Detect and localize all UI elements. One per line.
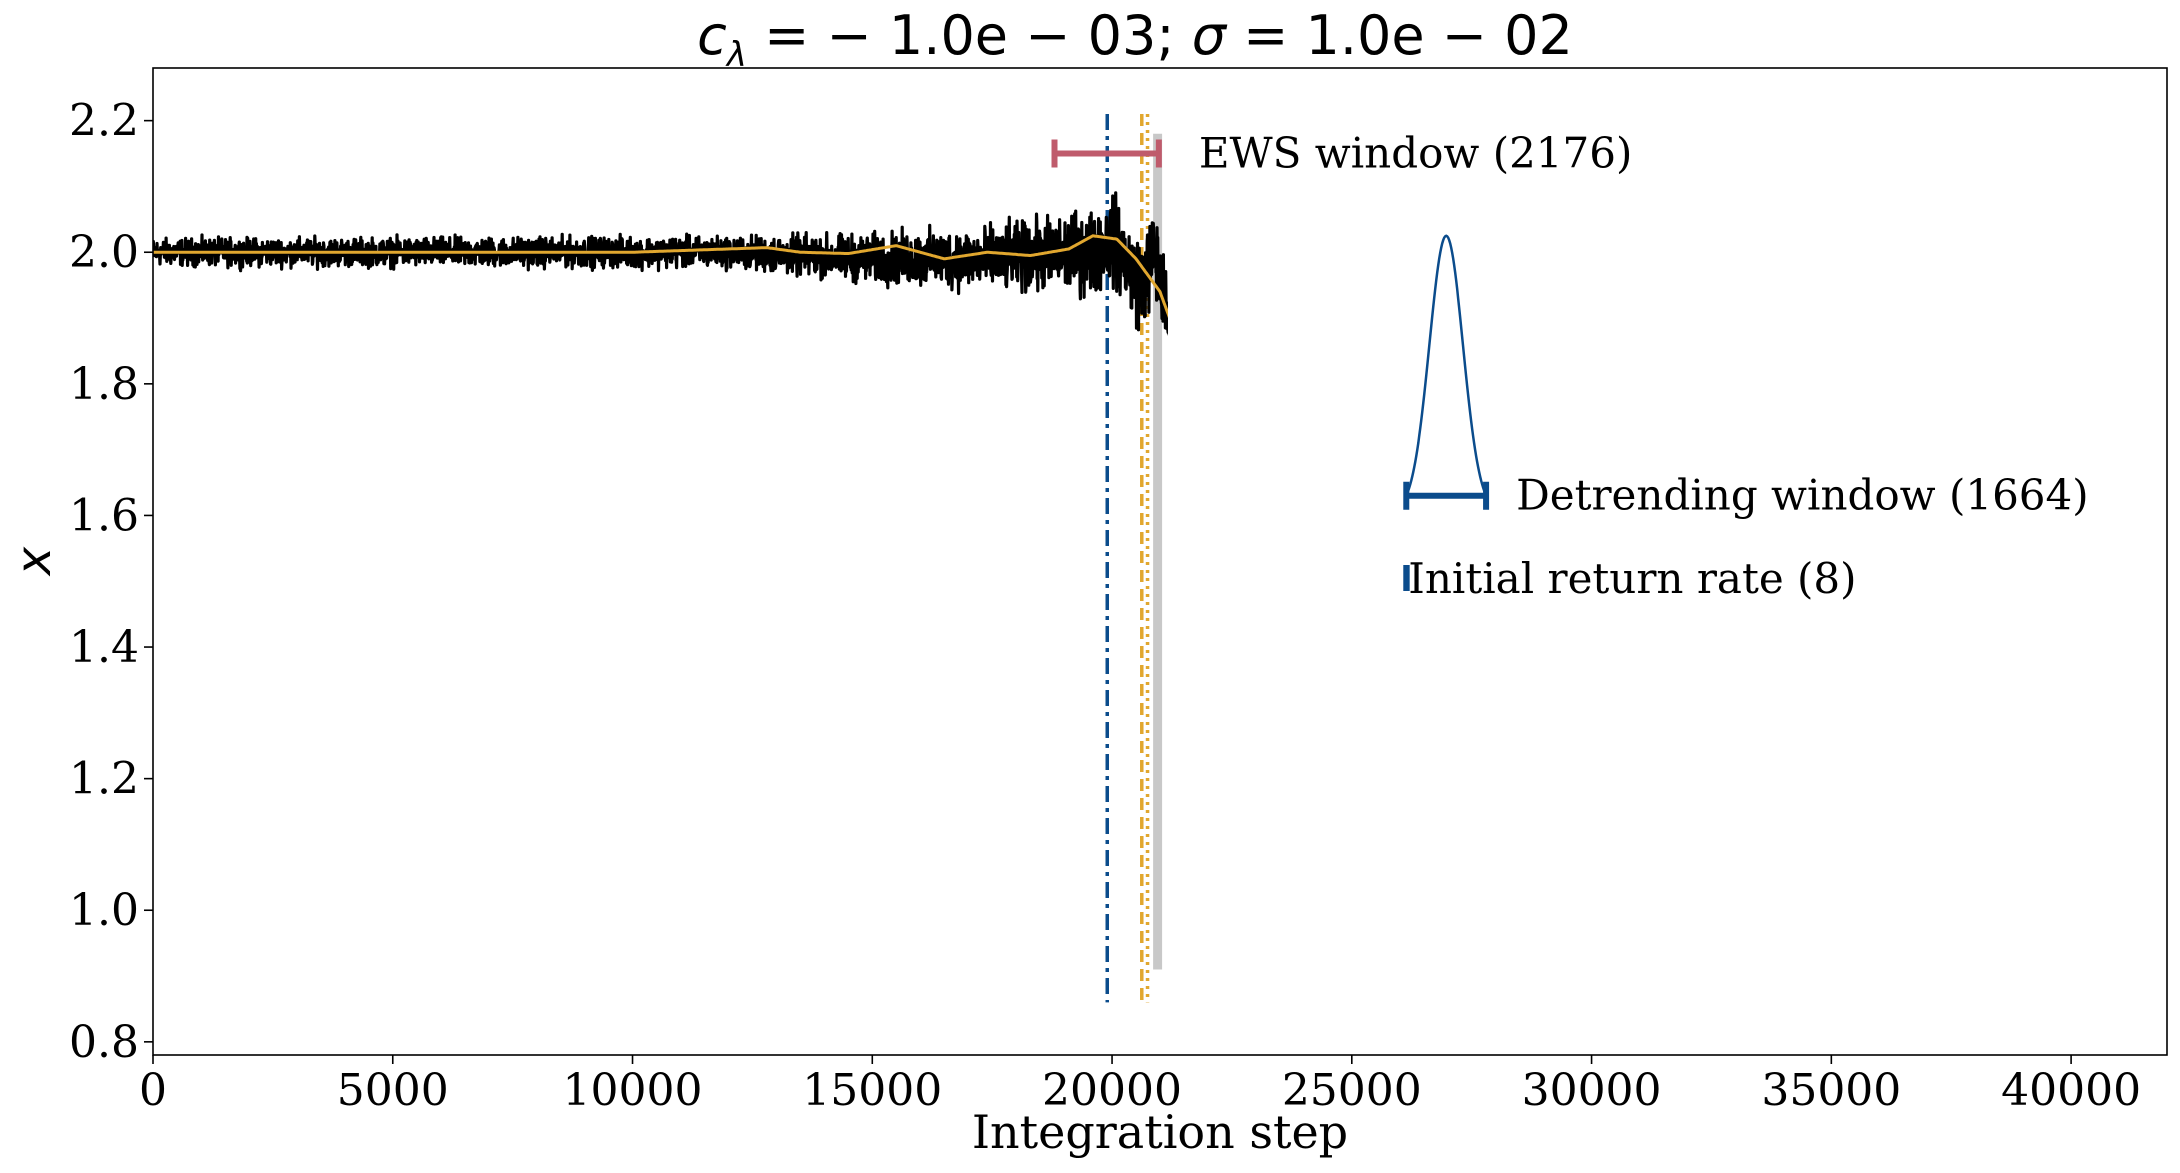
detrending-kernel-curve (1405, 234, 1488, 497)
y-tick-label: 1.0 (69, 885, 139, 936)
y-tick-label: 1.2 (69, 754, 139, 805)
detrending-window-label: Detrending window (1664) (1516, 471, 2089, 520)
y-axis-label: x (6, 546, 62, 577)
y-tick-label: 1.4 (69, 622, 139, 673)
y-tick-label: 1.6 (69, 490, 139, 541)
title-c-symbol: c (697, 4, 727, 67)
x-axis-label: Integration step (972, 1105, 1348, 1159)
axes-frame (152, 67, 2168, 1056)
x-tick-label: 10000 (563, 1065, 703, 1116)
title-sigma-symbol: σ (1192, 4, 1228, 67)
initial-return-rate-label: Initial return rate (8) (1408, 554, 1856, 603)
x-tick-label: 40000 (2001, 1065, 2141, 1116)
ews-window-bar (1051, 139, 1162, 168)
x-tick-label: 5000 (337, 1065, 449, 1116)
x-tick-label: 0 (139, 1065, 167, 1116)
trend-series-line (153, 234, 1168, 319)
y-tick-label: 2.0 (69, 227, 139, 278)
raw-series-line (153, 191, 1168, 336)
y-axis-ticks: 0.8 1.0 1.2 1.4 1.6 1.8 2.0 2.2 (69, 96, 153, 1068)
y-tick-label: 1.8 (69, 359, 139, 410)
x-tick-label: 20000 (1042, 1065, 1182, 1116)
title-sigma-value: = 1.0e − 02 (1226, 4, 1573, 67)
annotations: EWS window (2176) Detrending window (166… (1051, 129, 2089, 603)
ews-window-annotation: EWS window (2176) (1051, 129, 1633, 178)
title-c-value: = − 1.0e − 03 (747, 4, 1156, 67)
x-tick-label: 25000 (1282, 1065, 1422, 1116)
title-separator: ; (1156, 4, 1191, 67)
initial-return-rate-annotation: Initial return rate (8) (1403, 554, 1857, 603)
x-axis-ticks: 0 5000 10000 15000 20000 25000 30000 35000 40000 (139, 1055, 2141, 1116)
detrending-window-bar (1403, 481, 1490, 510)
plot-area (153, 114, 1168, 1003)
y-tick-label: 2.2 (69, 96, 139, 147)
x-tick-label: 15000 (802, 1065, 942, 1116)
title-c-subscript: λ (725, 35, 747, 75)
x-tick-label: 35000 (1761, 1065, 1901, 1116)
chart-title: cλ = − 1.0e − 03; σ = 1.0e − 02 (697, 4, 1573, 75)
x-tick-label: 30000 (1522, 1065, 1662, 1116)
detrending-window-annotation: Detrending window (1664) (1403, 234, 2089, 520)
y-tick-label: 0.8 (69, 1017, 139, 1068)
ews-window-label: EWS window (2176) (1199, 129, 1633, 178)
